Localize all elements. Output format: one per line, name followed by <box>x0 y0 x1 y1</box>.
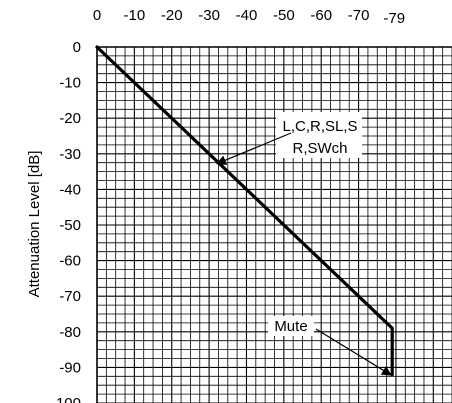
y-tick-label: -20 <box>59 110 81 127</box>
x-tick-labels: 0 -10 -20 -30 -40 -50 -60 -70 -79 <box>93 7 405 27</box>
y-tick-label: -60 <box>59 253 81 270</box>
data-series <box>95 45 394 377</box>
y-tick-label: -40 <box>59 181 81 198</box>
x-tick-label: -30 <box>198 7 220 24</box>
y-tick-label: -10 <box>59 75 81 92</box>
y-tick-label: 0 <box>73 39 81 56</box>
y-tick-label: -70 <box>59 288 81 305</box>
x-tick-label: 0 <box>93 7 101 24</box>
annotation-label: L,C,R,SL,S <box>282 118 357 135</box>
y-tick-label: -30 <box>59 146 81 163</box>
x-tick-label: -60 <box>310 7 332 24</box>
annotation-label: R,SWch <box>292 140 347 157</box>
series-line <box>95 45 394 377</box>
annotation-box <box>268 316 314 336</box>
annotation-label: Mute <box>274 318 307 335</box>
y-tick-label: -100 <box>51 395 81 403</box>
y-tick-label: -80 <box>59 324 81 341</box>
annotation-arrow <box>315 328 392 376</box>
x-tick-label: -79 <box>383 10 405 27</box>
annotation-arrow <box>215 132 292 165</box>
y-axis-label: Attenuation Level [dB] <box>26 151 43 298</box>
y-tick-label: -50 <box>59 217 81 234</box>
x-tick-label: -20 <box>161 7 183 24</box>
annotation-box <box>276 112 362 158</box>
x-tick-label: -70 <box>348 7 370 24</box>
x-tick-label: -10 <box>124 7 146 24</box>
y-tick-label: -90 <box>59 359 81 376</box>
x-tick-label: -50 <box>273 7 295 24</box>
y-tick-labels: 0 -10 -20 -30 -40 -50 -60 -70 -80 -90 -100 <box>51 39 81 403</box>
annotations: L,C,R,SL,S R,SWch Mute <box>215 112 392 376</box>
x-tick-label: -40 <box>236 7 258 24</box>
chart-grid <box>96 46 452 403</box>
